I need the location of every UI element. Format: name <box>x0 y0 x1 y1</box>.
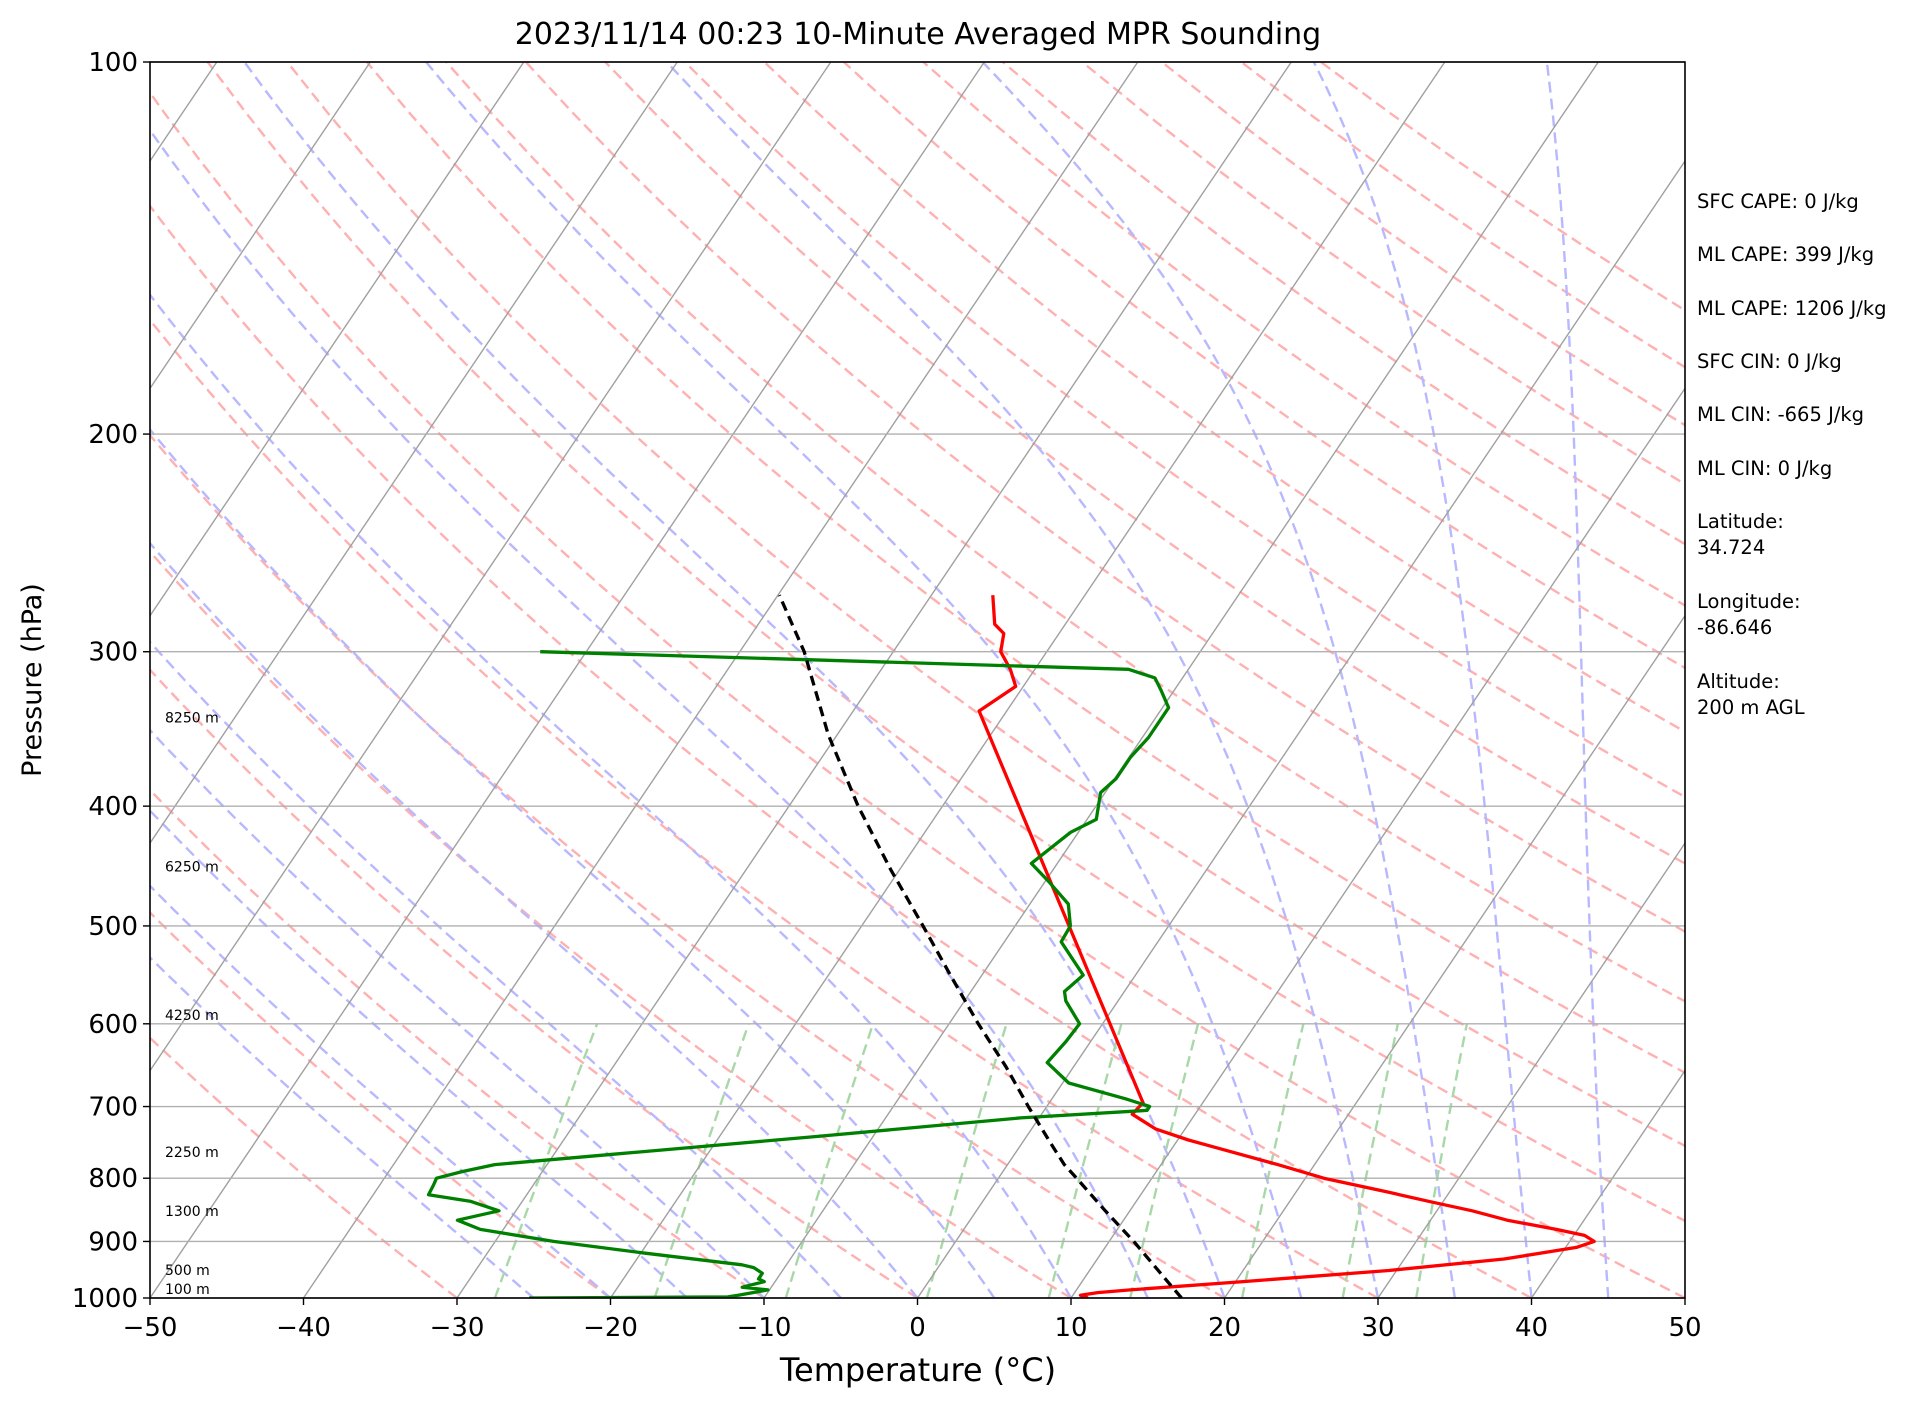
isotherm <box>763 62 1599 1298</box>
dry-adiabat <box>445 62 1685 1003</box>
height-label: 2250 m <box>165 1145 219 1161</box>
isotherm <box>150 62 678 845</box>
dry-adiabat <box>150 788 765 1298</box>
x-tick-label: 10 <box>1054 1313 1087 1343</box>
y-tick-label: 400 <box>88 792 138 822</box>
x-tick-label: 40 <box>1515 1313 1548 1343</box>
y-tick-label: 100 <box>88 48 138 78</box>
altitude-label: Altitude: <box>1697 670 1780 693</box>
x-tick-label: 50 <box>1668 1313 1701 1343</box>
latitude-value: 34.724 <box>1697 536 1766 559</box>
moist-adiabat <box>243 62 1226 1298</box>
moist-adiabat <box>1312 62 1533 1298</box>
y-tick-label: 800 <box>88 1164 138 1194</box>
x-tick-label: −20 <box>583 1313 638 1343</box>
x-tick-label: −30 <box>430 1313 485 1343</box>
dry-adiabat <box>150 433 1226 1298</box>
dry-adiabat <box>150 1036 458 1298</box>
y-axis-label: Pressure (hPa) <box>17 583 48 777</box>
moist-adiabat <box>981 62 1456 1298</box>
mixing-ratio-line <box>1415 1023 1469 1298</box>
height-label: 1300 m <box>165 1204 219 1220</box>
isotherm <box>456 62 1292 1298</box>
x-tick-label: 0 <box>909 1313 926 1343</box>
latitude-label: Latitude: <box>1697 510 1784 533</box>
dry-adiabat <box>286 62 1685 1148</box>
dry-adiabat <box>683 62 1685 799</box>
isotherm <box>1070 387 1685 1298</box>
moist-adiabat <box>150 541 919 1298</box>
dewpoint-line <box>426 650 1171 1298</box>
isotherm <box>1530 1069 1685 1298</box>
moist-adiabat <box>150 640 842 1298</box>
moist-adiabat <box>150 955 535 1298</box>
dry-adiabat <box>842 62 1685 670</box>
isotherm <box>609 62 1446 1298</box>
x-tick-label: −10 <box>737 1313 792 1343</box>
dry-adiabat <box>922 62 1685 607</box>
x-tick-label: −50 <box>123 1313 178 1343</box>
isotherm <box>916 159 1685 1298</box>
mixing-ratio-line <box>1240 1023 1305 1298</box>
y-tick-label: 1000 <box>72 1284 138 1314</box>
y-tick-label: 900 <box>88 1227 138 1257</box>
moist-adiabat <box>665 62 1380 1298</box>
longitude-value: -86.646 <box>1697 616 1773 639</box>
mixing-ratio-line <box>784 1023 875 1298</box>
y-tick-label: 300 <box>88 638 138 668</box>
x-tick-label: −40 <box>276 1313 331 1343</box>
isotherm <box>150 62 832 1072</box>
height-label: 6250 m <box>165 859 219 875</box>
y-axis-ticks: 100 200 300 400 500 600 700 800 900 1000 <box>72 48 150 1314</box>
temperature-line <box>977 595 1596 1298</box>
moist-adiabat <box>150 128 1149 1298</box>
ml-cin-text-2: ML CIN: 0 J/kg <box>1697 457 1833 480</box>
dry-adiabat <box>604 62 1685 865</box>
x-tick-label: 20 <box>1208 1313 1241 1343</box>
moist-adiabat <box>150 728 765 1298</box>
y-tick-label: 200 <box>88 420 138 450</box>
altitude-value: 200 m AGL <box>1697 696 1805 719</box>
y-tick-label: 600 <box>88 1010 138 1040</box>
height-labels: 100 m 500 m 1300 m 2250 m 4250 m 6250 m 8250 m <box>165 711 219 1298</box>
height-label: 100 m <box>165 1282 210 1298</box>
moist-adiabat <box>150 427 996 1298</box>
isotherm <box>150 62 371 390</box>
sfc-cin-text: SFC CIN: 0 J/kg <box>1697 350 1842 373</box>
background-lines <box>150 62 1685 1298</box>
chart-title: 2023/11/14 00:23 10-Minute Averaged MPR … <box>515 17 1321 52</box>
y-tick-label: 700 <box>88 1093 138 1123</box>
isotherm <box>150 62 985 1298</box>
height-label: 500 m <box>165 1263 210 1279</box>
ml-cape-text-2: ML CAPE: 1206 J/kg <box>1697 297 1887 320</box>
ml-cape-text-1: ML CAPE: 399 J/kg <box>1697 243 1875 266</box>
profile-lines <box>426 594 1596 1298</box>
height-label: 8250 m <box>165 711 219 727</box>
moist-adiabat <box>1545 62 1610 1298</box>
parcel-line <box>777 594 1183 1298</box>
moist-adiabat <box>425 62 1303 1298</box>
mixing-ratio-line <box>1047 1023 1123 1298</box>
dry-adiabat <box>150 318 1379 1298</box>
sfc-cape-text: SFC CAPE: 0 J/kg <box>1697 190 1859 213</box>
isotherm <box>1377 841 1685 1298</box>
dry-adiabat <box>150 549 1072 1298</box>
x-tick-label: 30 <box>1361 1313 1394 1343</box>
isotherm <box>302 62 1139 1298</box>
x-axis-label: Temperature (°C) <box>779 1351 1056 1389</box>
isotherm <box>150 62 525 618</box>
dry-adiabat <box>206 62 1685 1223</box>
moist-adiabat <box>150 808 689 1298</box>
y-tick-label: 500 <box>88 912 138 942</box>
longitude-label: Longitude: <box>1697 590 1801 613</box>
x-axis-ticks: −50 −40 −30 −20 −10 0 10 20 30 40 50 <box>123 1298 1702 1343</box>
moist-adiabat <box>150 292 1073 1298</box>
ml-cin-text-1: ML CIN: -665 J/kg <box>1697 403 1865 426</box>
height-label: 4250 m <box>165 1008 219 1024</box>
dry-adiabat <box>150 668 919 1298</box>
isotherm <box>1223 614 1685 1298</box>
mixing-ratio-line <box>925 1023 1008 1298</box>
dry-adiabat <box>150 90 1685 1298</box>
